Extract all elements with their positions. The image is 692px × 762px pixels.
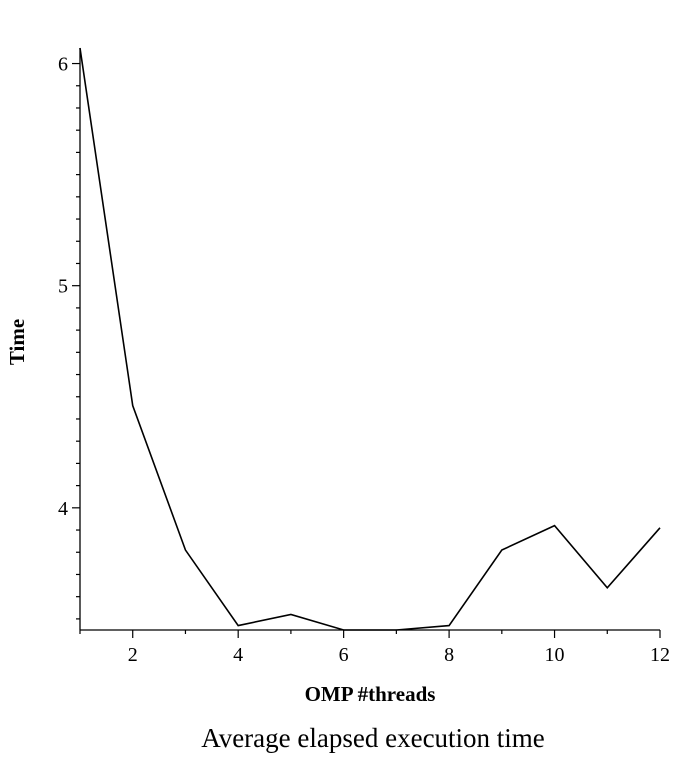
x-tick-label: 10 <box>545 644 565 666</box>
x-tick-label: 8 <box>444 644 454 666</box>
x-axis-title: OMP #threads <box>305 682 436 706</box>
y-tick-label: 5 <box>58 276 68 298</box>
y-tick-label: 4 <box>58 498 68 520</box>
x-tick-label: 4 <box>233 644 243 666</box>
x-tick-label: 2 <box>128 644 138 666</box>
x-tick-label: 12 <box>650 644 670 666</box>
series-line-time <box>79 47 661 631</box>
y-tick-label: 6 <box>58 54 68 76</box>
y-axis-title: Time <box>5 319 29 365</box>
y-axis-ticks: 4 5 6 <box>58 54 80 620</box>
x-axis-ticks: 2 4 6 8 10 12 <box>79 630 670 666</box>
data-points <box>79 47 662 632</box>
chart-caption: Average elapsed execution time <box>201 723 545 753</box>
x-tick-label: 6 <box>339 644 349 666</box>
